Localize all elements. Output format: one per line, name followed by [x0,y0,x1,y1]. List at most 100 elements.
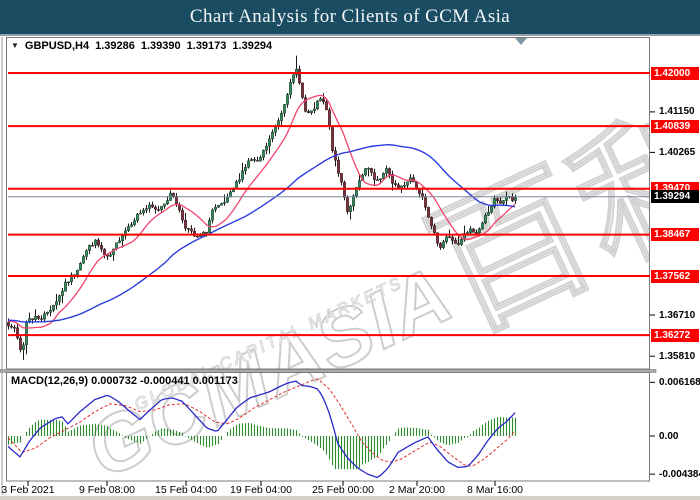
chart-header: ▼ GBPUSD,H4 1.39286 1.39390 1.39173 1.39… [11,40,272,52]
candle-down [304,97,307,112]
candle-down [343,181,346,198]
main-panel-border [6,37,650,370]
candle-down [325,101,328,111]
candle-up [79,263,82,271]
candle-up [70,274,73,283]
candle-down [499,200,502,204]
candle-up [160,205,163,210]
candle-down [307,111,310,113]
candle-down [10,325,13,328]
candle-down [496,198,499,202]
candle-up [133,220,136,225]
macd-tick-label: 0.006168 [659,376,700,388]
candle-up [46,311,49,314]
candle-up [118,240,121,243]
time-label: 9 Feb 08:00 [78,484,136,496]
candle-up [166,200,169,205]
candle-down [187,228,190,230]
candle-down [475,231,478,234]
candle-up [139,212,142,215]
candle-up [262,149,265,158]
candle-up [283,104,286,114]
candle-down [472,228,475,233]
ohlc-low: 1.39173 [186,40,227,52]
time-label: 3 Feb 2021 [1,484,55,496]
candle-up [25,321,28,346]
candle-up [49,309,52,313]
candle-down [19,337,22,350]
candle-up [58,295,61,302]
candle-down [427,207,430,218]
candle-up [238,179,241,182]
candle-up [64,281,67,292]
candle-up [367,168,370,170]
candle-up [67,281,70,284]
time-label: 2 Mar 20:00 [388,484,446,496]
candle-down [181,209,184,221]
candle-up [244,167,247,172]
candle-down [331,126,334,151]
time-label: 25 Feb 00:00 [312,484,374,496]
candle-up [268,138,271,147]
candle-down [31,318,34,320]
candle-down [175,196,178,205]
candle-up [82,256,85,264]
candle-up [382,173,385,179]
candle-up [355,187,358,197]
candle-up [442,241,445,248]
time-label: 19 Feb 04:00 [230,484,292,496]
candle-up [142,209,145,214]
candle-up [379,178,382,180]
candle-down [430,217,433,226]
candle-up [241,170,244,180]
candle-up [493,198,496,207]
candle-up [148,204,151,209]
candle-up [85,250,88,257]
candle-up [292,74,295,83]
candle-up [214,206,217,211]
candle-up [385,168,388,174]
candle-up [274,126,277,133]
candle-down [190,228,193,232]
symbol-dropdown-icon: ▼ [11,41,19,50]
candle-up [109,254,112,257]
candle-up [469,228,472,233]
candle-down [301,82,304,98]
candle-up [349,205,352,212]
candle-up [271,131,274,140]
candle-down [151,204,154,208]
candle-up [319,98,322,102]
candle-down [370,168,373,173]
candle-up [61,290,64,296]
candle-up [403,185,406,187]
candle-down [457,243,460,245]
candle-down [7,322,10,327]
candle-down [328,109,331,127]
candle-up [445,236,448,243]
candle-up [136,213,139,221]
candle-up [502,200,505,204]
candle-down [37,315,40,319]
candle-up [487,212,490,216]
candle-up [490,206,493,213]
candle-down [394,183,397,186]
candle-up [466,232,469,234]
candle-down [157,209,160,211]
bottom-strip [0,496,700,500]
ohlc-open: 1.39286 [95,40,135,52]
price-line-label: 1.37562 [651,269,699,283]
macd-signal-line [7,378,516,467]
price-tick-label: 1.36710 [659,309,696,321]
candle-up [211,209,214,221]
price-tick-label: 1.41150 [659,106,695,118]
candle-down [388,168,391,175]
chart-shift-marker[interactable] [515,38,527,45]
candle-down [40,318,43,320]
candle-up [88,245,91,251]
symbol-label: GBPUSD,H4 [24,40,90,52]
candle-up [52,304,55,311]
candle-down [172,192,175,197]
candle-down [91,245,94,247]
